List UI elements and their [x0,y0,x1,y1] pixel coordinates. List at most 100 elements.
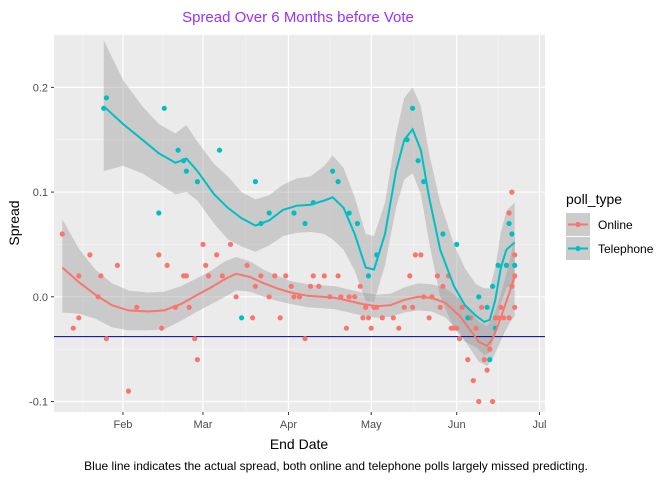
data-point-telephone [291,210,297,216]
data-point-online [244,262,250,268]
grid-lines [54,34,545,412]
data-point-telephone [454,241,460,247]
data-point-online [440,283,446,289]
legend: poll_type Online Telephone [566,191,654,260]
data-point-online [410,304,416,310]
y-tick-label: 0.2 [33,82,48,94]
legend-label-online: Online [598,218,633,232]
data-point-telephone [440,231,446,237]
data-point-telephone [490,283,496,289]
data-point-telephone [216,147,223,153]
data-point-telephone [346,210,352,216]
data-point-online [277,315,283,321]
y-tick-label: -0.1 [29,397,48,409]
data-point-online [473,325,479,331]
data-point-telephone [365,273,372,279]
data-point-online [164,262,170,268]
x-tick-label: Mar [193,419,212,431]
smooth-lines [61,105,516,348]
data-point-telephone [476,294,482,300]
legend-title: poll_type [566,191,622,207]
data-point-online [183,273,189,279]
data-point-online [250,315,256,321]
data-point-online [476,398,482,405]
data-point-online [302,336,308,342]
data-point-online [98,273,104,279]
y-tick-label: 0.0 [33,292,48,304]
data-point-telephone [194,179,200,185]
chart-title: Spread Over 6 Months before Vote [182,9,414,26]
x-tick-label: Jul [532,419,546,431]
data-point-online [512,252,518,258]
data-point-online [407,273,413,279]
data-point-telephone [156,210,162,216]
data-point-online [418,252,424,258]
data-point-online [352,294,358,300]
data-point-online [192,336,198,342]
confidence-band-telephone [103,40,515,356]
legend-key-point [575,245,581,252]
x-tick-label: Apr [280,419,297,431]
data-point-online [214,252,220,258]
data-point-online [252,283,258,289]
legend-key-point [575,221,581,228]
data-point-online [219,273,225,279]
data-point-telephone [330,168,336,174]
data-point-telephone [103,95,109,101]
data-point-online [509,189,515,195]
data-point-online [59,231,65,237]
data-point-online [288,283,294,289]
data-point-online [310,273,316,279]
data-point-online [506,210,512,216]
data-point-online [186,304,192,310]
data-point-telephone [506,220,512,227]
data-point-telephone [495,262,501,268]
data-point-online [343,325,349,331]
data-point-online [346,294,352,300]
data-point-online [363,304,369,310]
data-point-online [103,336,109,342]
data-point-online [194,357,200,363]
data-point-telephone [465,315,471,321]
data-point-online [205,273,212,279]
data-point-online [321,273,327,279]
data-point-online [437,304,443,310]
data-point-online [87,252,93,258]
data-point-telephone [410,105,416,111]
data-point-telephone [302,220,308,227]
data-point-telephone [415,158,421,164]
data-point-online [490,398,496,405]
data-point-online [506,315,512,321]
data-point-online [70,325,76,331]
data-point-telephone [484,304,490,310]
data-point-online [203,262,209,268]
legend-label-telephone: Telephone [598,242,654,256]
data-point-online [233,294,239,300]
data-point-online [227,241,234,247]
data-point-online [434,273,440,279]
data-point-online [283,273,289,279]
data-point-online [76,315,82,321]
x-tick-label: May [361,419,382,431]
data-point-online [479,304,485,310]
data-point-online [368,325,374,331]
data-point-telephone [266,210,272,216]
data-point-online [498,304,504,310]
data-point-online [365,315,372,321]
data-point-online [335,273,341,279]
data-point-online [459,304,465,310]
y-tick-label: 0.1 [33,187,48,199]
data-point-online [396,325,402,331]
data-point-online [484,367,490,373]
data-point-online [272,273,278,279]
data-point-online [296,294,303,300]
data-point-online [426,315,432,321]
data-point-online [76,273,82,279]
x-tick-label: Jun [448,419,466,431]
data-point-online [412,252,418,258]
data-point-online [307,283,314,289]
data-point-telephone [421,179,427,185]
data-point-online [360,315,366,321]
x-axis-title: End Date [270,436,329,452]
